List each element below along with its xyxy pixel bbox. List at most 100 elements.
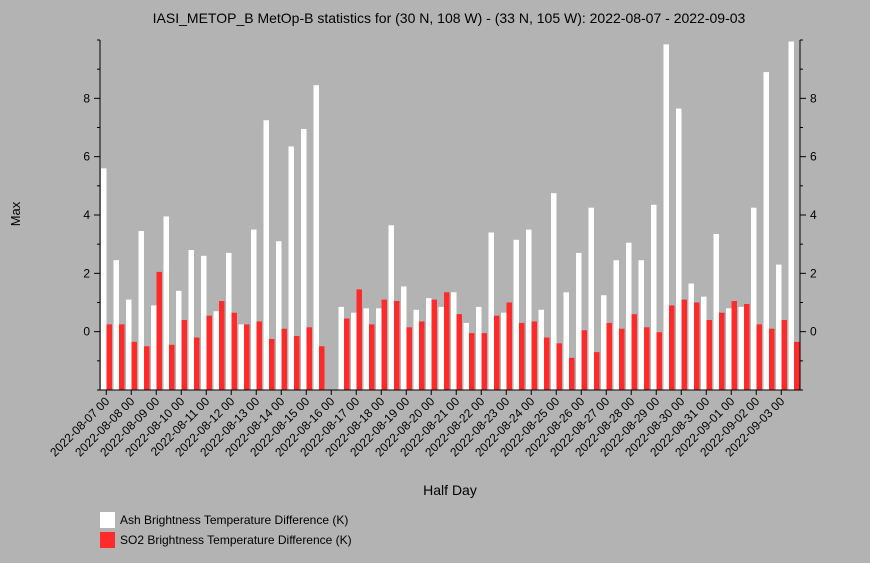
so2-bar — [469, 333, 475, 390]
so2-bar — [106, 324, 112, 390]
ash-bar — [176, 290, 182, 390]
y-tick-label-right: 0 — [810, 325, 817, 339]
ash-bar — [388, 225, 394, 390]
so2-bar — [656, 332, 662, 390]
so2-bar — [606, 322, 612, 390]
so2-bar — [669, 305, 675, 390]
y-axis-label: Max — [8, 201, 23, 226]
ash-bar — [763, 72, 769, 390]
ash-bar — [463, 322, 469, 390]
so2-bar — [556, 343, 562, 390]
so2-bar — [244, 324, 250, 390]
so2-bar — [406, 327, 412, 390]
so2-bar — [219, 301, 225, 390]
so2-bar — [381, 299, 387, 390]
so2-bar — [206, 315, 212, 390]
legend: Ash Brightness Temperature Difference (K… — [100, 512, 352, 548]
ash-bar — [251, 229, 257, 390]
ash-bar — [201, 255, 207, 390]
ash-bar — [438, 306, 444, 390]
so2-bar — [431, 299, 437, 390]
x-axis-label: Half Day — [423, 482, 477, 498]
y-tick-label-left: 0 — [83, 325, 90, 339]
ash-bar — [638, 260, 644, 390]
so2-bar — [156, 271, 162, 390]
ash-bar — [238, 324, 244, 390]
so2-bar — [356, 289, 362, 390]
ash-bar — [601, 295, 607, 390]
ash-bar — [276, 241, 282, 390]
so2-bar — [731, 301, 737, 390]
so2-bar — [644, 327, 650, 390]
ash-bar — [526, 229, 532, 390]
so2-bar — [169, 344, 175, 390]
y-tick-label-right: 2 — [810, 266, 817, 280]
so2-bar — [694, 302, 700, 390]
ash-bar — [663, 44, 669, 390]
so2-bar — [744, 303, 750, 390]
ash-bar — [313, 85, 319, 390]
so2-bar — [181, 320, 187, 390]
y-tick-label-right: 8 — [810, 91, 817, 105]
ash-bar — [263, 120, 269, 390]
so2-bar — [231, 312, 237, 390]
ash-bar — [651, 204, 657, 390]
so2-bar — [619, 328, 625, 390]
so2-bar — [369, 324, 375, 390]
ash-bar — [538, 309, 544, 390]
ash-bar — [551, 193, 557, 390]
ash-bar — [776, 264, 782, 390]
so2-bar — [481, 333, 487, 390]
so2-bar — [631, 314, 637, 390]
ash-bar — [301, 128, 307, 391]
ash-bar — [488, 232, 494, 390]
y-tick-label-left: 8 — [83, 91, 90, 105]
so2-bar — [569, 357, 575, 390]
so2-bar — [256, 321, 262, 390]
so2-bar — [494, 315, 500, 390]
ash-bar — [501, 312, 507, 390]
so2-bar — [519, 322, 525, 390]
so2-bar — [444, 292, 450, 390]
so2-bar — [681, 299, 687, 390]
legend-swatch-so2 — [100, 532, 115, 548]
so2-bar — [706, 320, 712, 390]
ash-bar — [688, 283, 694, 390]
so2-bar — [419, 321, 425, 390]
ash-bar — [401, 286, 407, 390]
ash-bar — [626, 242, 632, 390]
so2-bar — [506, 302, 512, 390]
ash-bar — [426, 298, 432, 390]
ash-bar — [476, 306, 482, 390]
ash-bar — [588, 207, 594, 390]
ash-bar — [363, 308, 369, 390]
legend-swatch-ash — [100, 512, 115, 528]
ash-bar — [613, 260, 619, 390]
ash-bar — [563, 292, 569, 390]
ash-bar — [376, 308, 382, 390]
so2-bar — [581, 330, 587, 390]
ash-bar — [213, 311, 219, 390]
ash-bar — [726, 308, 732, 390]
y-tick-label-right: 6 — [810, 150, 817, 164]
legend-label-ash: Ash Brightness Temperature Difference (K… — [120, 513, 348, 527]
y-tick-label-right: 4 — [810, 208, 817, 222]
ash-bar — [351, 312, 357, 390]
y-tick-label-left: 6 — [83, 150, 90, 164]
ash-bar — [788, 41, 794, 390]
so2-bar — [269, 338, 275, 390]
so2-bar — [131, 341, 137, 390]
so2-bar — [306, 327, 312, 390]
ash-bar — [113, 260, 119, 390]
ash-bar — [138, 231, 144, 390]
so2-bar — [781, 320, 787, 390]
ash-bar — [151, 305, 157, 390]
so2-bar — [294, 336, 300, 390]
so2-bar — [394, 301, 400, 390]
ash-bar — [101, 168, 107, 390]
ash-bar — [576, 252, 582, 390]
ash-bar — [288, 146, 294, 390]
